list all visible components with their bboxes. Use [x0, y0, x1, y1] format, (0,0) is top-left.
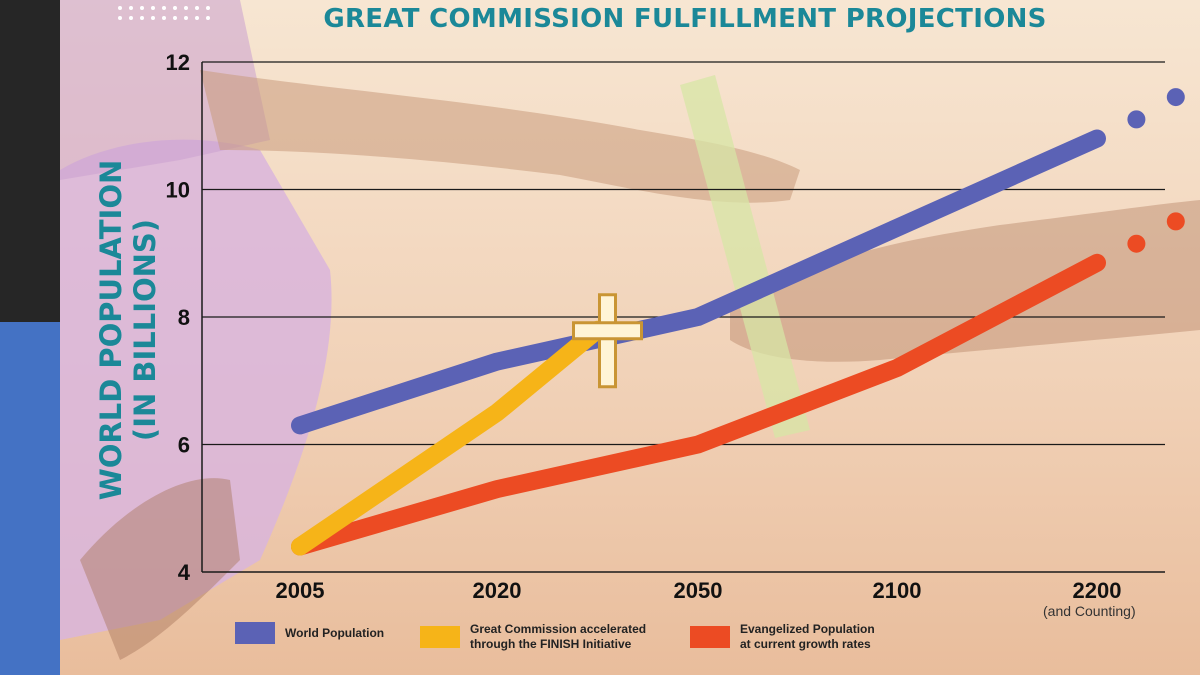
x-tick-label-2200: 2200 — [1073, 578, 1122, 603]
y-tick-label-10: 10 — [166, 178, 190, 203]
y-tick-label-6: 6 — [178, 433, 190, 458]
left-accent-bar-blue — [0, 322, 60, 675]
legend-swatch-great-commission — [420, 626, 460, 648]
left-accent-bar-dark — [0, 0, 60, 322]
legend-swatch-evangelized-population — [690, 626, 730, 648]
series-line-1 — [291, 320, 607, 556]
cross-icon — [572, 293, 643, 389]
legend-swatch-world-population — [235, 622, 275, 644]
projection-dot-s0-1 — [1166, 88, 1185, 107]
x-tick-label-2005: 2005 — [276, 578, 325, 603]
series-line-0 — [291, 129, 1106, 435]
y-tick-label-4: 4 — [178, 560, 191, 585]
series-line-2 — [291, 253, 1106, 556]
legend-item-evangelized-population: Evangelized Population at current growth… — [690, 622, 875, 652]
decorative-dot-grid — [118, 6, 217, 20]
legend-item-world-population: World Population — [235, 622, 384, 644]
projection-dot-s2-0 — [1127, 234, 1146, 253]
y-tick-label-12: 12 — [166, 50, 190, 75]
x-axis-note: (and Counting) — [1043, 603, 1136, 619]
projection-dot-s2-1 — [1166, 212, 1185, 231]
legend-label-great-commission: Great Commission accelerated through the… — [470, 622, 647, 651]
y-tick-label-8: 8 — [178, 305, 190, 330]
legend-item-great-commission: Great Commission accelerated through the… — [420, 622, 646, 652]
chart-title: GREAT COMMISSION FULFILLMENT PROJECTIONS — [323, 4, 1047, 34]
chart-legend: World Population Great Commission accele… — [0, 622, 1200, 662]
legend-label-world-population: World Population — [285, 625, 385, 640]
x-tick-label-2020: 2020 — [473, 578, 522, 603]
x-tick-label-2100: 2100 — [873, 578, 922, 603]
x-tick-label-2050: 2050 — [674, 578, 723, 603]
projection-dot-s0-0 — [1127, 110, 1146, 129]
legend-label-evangelized-population: Evangelized Population at current growth… — [740, 622, 875, 651]
